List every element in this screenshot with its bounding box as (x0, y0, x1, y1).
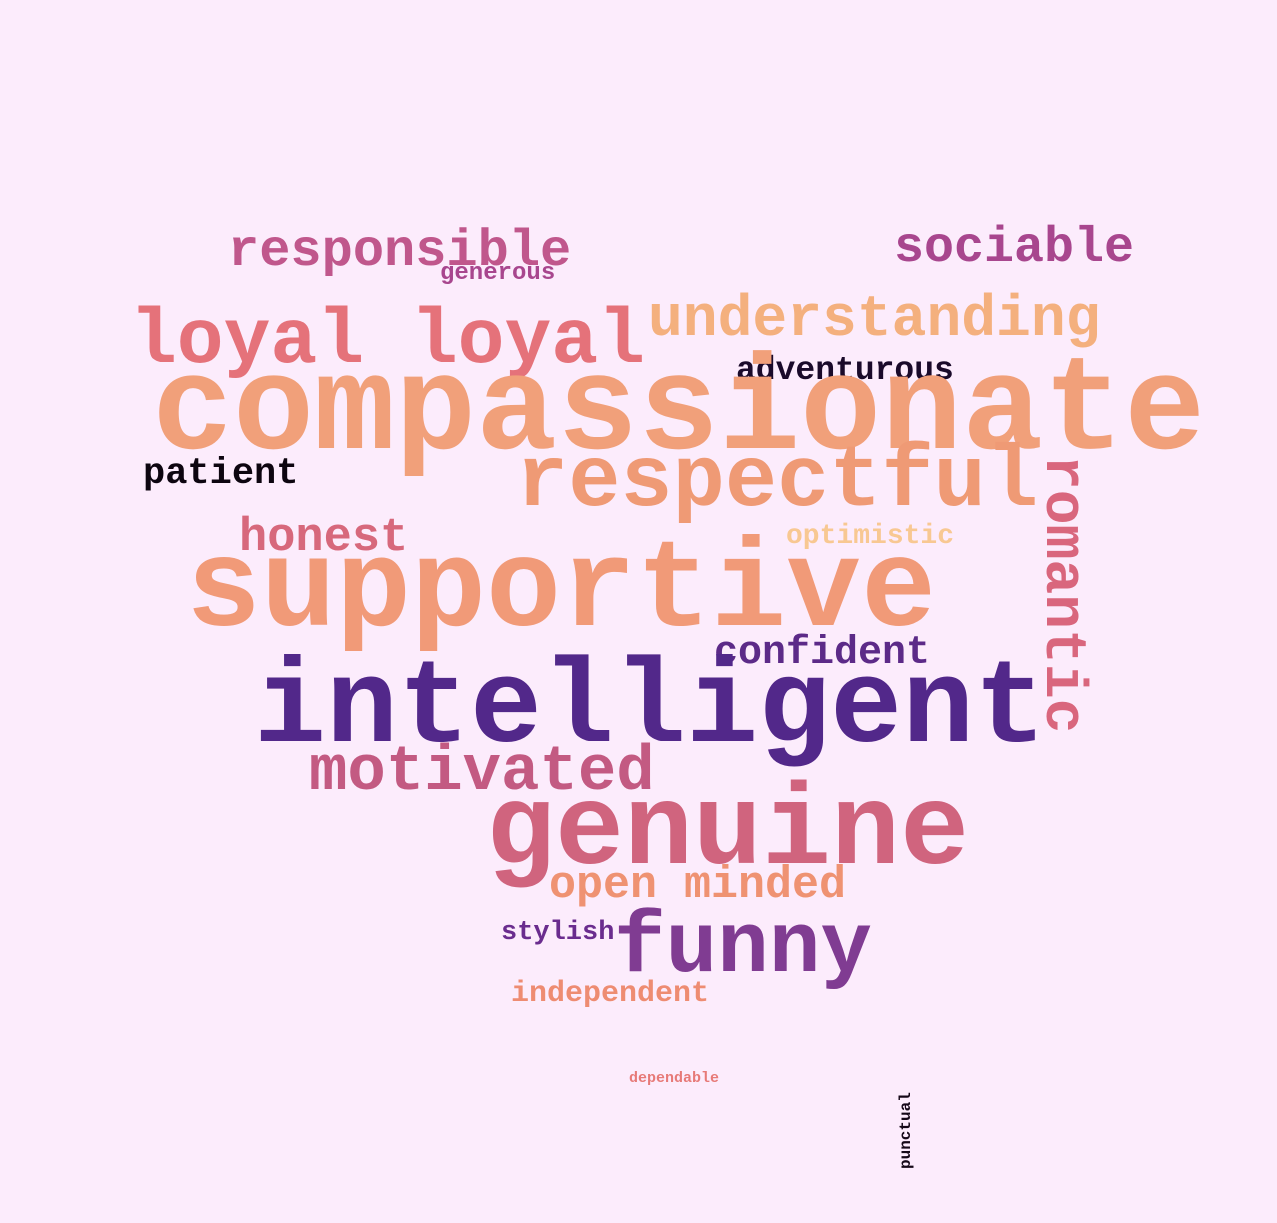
word-punctual: punctual (897, 1092, 915, 1169)
word-supportive: supportive (186, 521, 937, 663)
word-genuine: genuine (486, 767, 970, 898)
word-adventurous: adventurous (736, 352, 954, 389)
word-independent: independent (511, 977, 710, 1011)
word-loyal: loyal loyal (130, 298, 645, 386)
word-intelligent: intelligent (254, 642, 1047, 778)
word-sociable: sociable (894, 220, 1135, 277)
word-compassionate: compassionate (152, 336, 1206, 489)
word-responsible: responsible (228, 222, 572, 281)
word-respectful: respectful (516, 434, 1039, 532)
word-confident: confident (714, 631, 931, 676)
word-dependable: dependable (629, 1070, 720, 1087)
word-honest: honest (239, 512, 409, 565)
word-patient: patient (143, 453, 299, 495)
word-understanding: understanding (648, 288, 1101, 353)
word-optimistic: optimistic (786, 521, 955, 552)
word-motivated: motivated (309, 737, 655, 809)
word-open-minded: open minded (549, 860, 847, 911)
word-generous: generous (440, 260, 556, 287)
word-funny: funny (614, 899, 873, 997)
word-stylish: stylish (501, 918, 615, 948)
